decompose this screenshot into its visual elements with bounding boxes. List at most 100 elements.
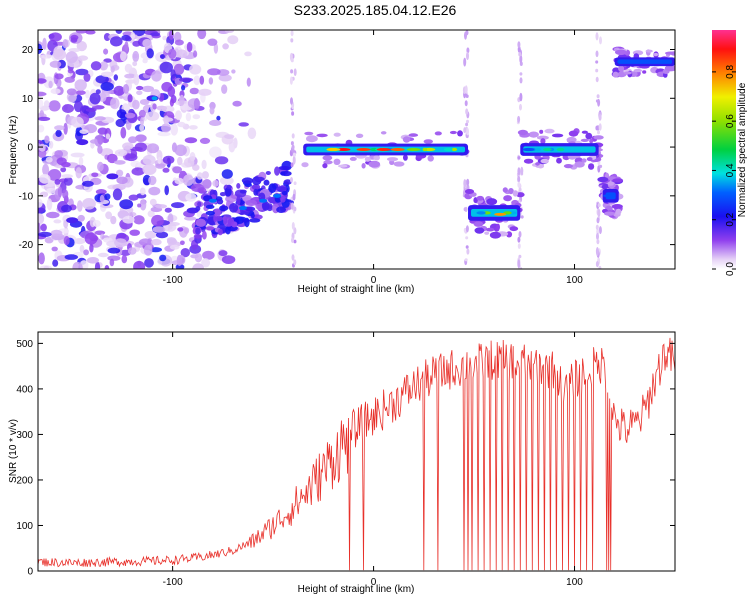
spectrogram-blob bbox=[519, 92, 523, 102]
spectrogram-blob bbox=[393, 161, 405, 167]
spectrogram-blob bbox=[147, 210, 155, 218]
spectrogram-blob bbox=[68, 48, 81, 53]
spectrogram-blob bbox=[664, 51, 675, 55]
spectrogram-blob bbox=[195, 206, 201, 212]
spectrogram-blob bbox=[116, 109, 127, 119]
spectrogram-blob bbox=[151, 214, 164, 227]
spectrogram-blob bbox=[291, 133, 295, 139]
spectrogram-blob bbox=[290, 141, 294, 146]
spectrogram-blob bbox=[517, 115, 521, 123]
spectrogram-blob bbox=[124, 73, 136, 79]
spectrogram-blob bbox=[293, 206, 297, 212]
spectrogram-blob bbox=[38, 78, 47, 84]
spectrogram-blob bbox=[39, 173, 51, 184]
spectrogram-blob bbox=[611, 204, 623, 209]
spectrogram-blob bbox=[386, 157, 399, 162]
spectrogram-blob bbox=[612, 67, 620, 74]
spectrogram-blob bbox=[63, 176, 73, 186]
spectrogram-blob bbox=[236, 195, 241, 206]
spectrogram-blob bbox=[179, 94, 185, 106]
spectrogram-blob bbox=[125, 153, 138, 162]
spectrogram-blob bbox=[63, 235, 70, 246]
spectrogram-blob bbox=[595, 247, 599, 256]
spectrogram-y-axis-title: Frequency (Hz) bbox=[8, 116, 19, 185]
spectrogram-blob bbox=[99, 61, 108, 71]
spectrogram-blob bbox=[222, 43, 229, 50]
spectrogram-blob bbox=[113, 74, 119, 81]
spectrogram-blob bbox=[64, 76, 75, 83]
spectrogram-blob bbox=[457, 130, 463, 137]
spectrogram-blob bbox=[62, 39, 69, 49]
spectrogram-blob bbox=[615, 208, 622, 215]
spectrogram-blob bbox=[46, 198, 53, 211]
spectrogram-blob bbox=[427, 155, 434, 162]
spectrogram-blob bbox=[60, 167, 67, 173]
spectrogram-blob bbox=[290, 69, 294, 74]
spectrogram-blob bbox=[137, 203, 142, 208]
spectrogram-blob bbox=[254, 176, 265, 182]
spectrogram-peak bbox=[336, 148, 351, 151]
spectrogram-blob bbox=[119, 199, 134, 210]
spectrogram-blob bbox=[174, 177, 184, 185]
spectrogram-blob bbox=[177, 227, 184, 232]
spectrogram-blob bbox=[66, 88, 77, 96]
spectrogram-blob bbox=[182, 174, 194, 186]
spectrogram-blob bbox=[207, 38, 218, 46]
spectrogram-peak bbox=[443, 147, 453, 152]
spectrogram-blob bbox=[207, 68, 221, 76]
spectrogram-blob bbox=[38, 198, 43, 208]
colorbar-ticks: 0.0 0.2 0.4 0.6 0.8 bbox=[712, 64, 736, 276]
spectrogram-blob bbox=[509, 226, 519, 232]
spectrogram-blob bbox=[189, 87, 199, 95]
page-title: S233.2025.185.04.12.E26 bbox=[293, 2, 457, 18]
spectrogram-blob bbox=[122, 142, 134, 150]
snr-y-tick-label: 100 bbox=[16, 521, 33, 532]
spectrogram-blob bbox=[141, 85, 154, 93]
spectrogram-y-tick-label: 0 bbox=[27, 143, 33, 154]
colorbar-tick-label: 0.6 bbox=[725, 114, 736, 128]
spectrogram-blob bbox=[62, 189, 69, 199]
spectrogram-image bbox=[38, 30, 675, 269]
spectrogram-blob bbox=[597, 130, 600, 135]
spectrogram-blob bbox=[124, 36, 132, 42]
spectrogram-blob bbox=[146, 143, 160, 154]
spectrogram-blob bbox=[152, 226, 166, 233]
spectrogram-blob bbox=[585, 132, 593, 140]
spectrogram-peak bbox=[556, 147, 565, 152]
spectrogram-blob bbox=[113, 85, 125, 96]
spectrogram-blob bbox=[489, 231, 501, 239]
spectrogram-blob bbox=[196, 172, 204, 180]
spectrogram-blob bbox=[170, 69, 176, 79]
spectrogram-blob bbox=[132, 53, 138, 59]
spectrogram-blob bbox=[508, 188, 514, 195]
spectrogram-blob bbox=[44, 135, 50, 144]
spectrogram-peak bbox=[422, 147, 428, 152]
spectrogram-blob bbox=[145, 111, 160, 121]
spectrogram-peak bbox=[535, 147, 541, 152]
spectrogram-blob bbox=[138, 109, 146, 118]
spectrogram-blob bbox=[568, 130, 579, 137]
spectrogram-blob bbox=[106, 173, 119, 180]
spectrogram-blob bbox=[50, 229, 63, 237]
spectrogram-peak bbox=[603, 194, 615, 198]
spectrogram-blob bbox=[596, 232, 599, 240]
spectrogram-blob bbox=[46, 211, 60, 219]
spectrogram-blob bbox=[615, 49, 627, 56]
spectrogram-blob bbox=[465, 236, 469, 240]
spectrogram-blob bbox=[65, 51, 78, 64]
spectrogram-blob bbox=[54, 125, 65, 131]
snr-x-tick-label: -100 bbox=[163, 577, 183, 588]
spectrogram-blob bbox=[253, 188, 259, 196]
spectrogram-blob bbox=[127, 247, 137, 255]
spectrogram-blob bbox=[202, 230, 207, 240]
spectrogram-blob bbox=[166, 237, 176, 243]
spectrogram-peak bbox=[451, 147, 458, 152]
spectrogram-blob bbox=[249, 218, 261, 223]
spectrogram-blob bbox=[82, 180, 94, 187]
spectrogram-blob bbox=[169, 244, 180, 250]
snr-frame bbox=[37, 331, 676, 572]
spectrogram-blob bbox=[40, 223, 47, 232]
spectrogram-blob bbox=[194, 253, 203, 263]
spectrogram-peak bbox=[636, 60, 646, 64]
